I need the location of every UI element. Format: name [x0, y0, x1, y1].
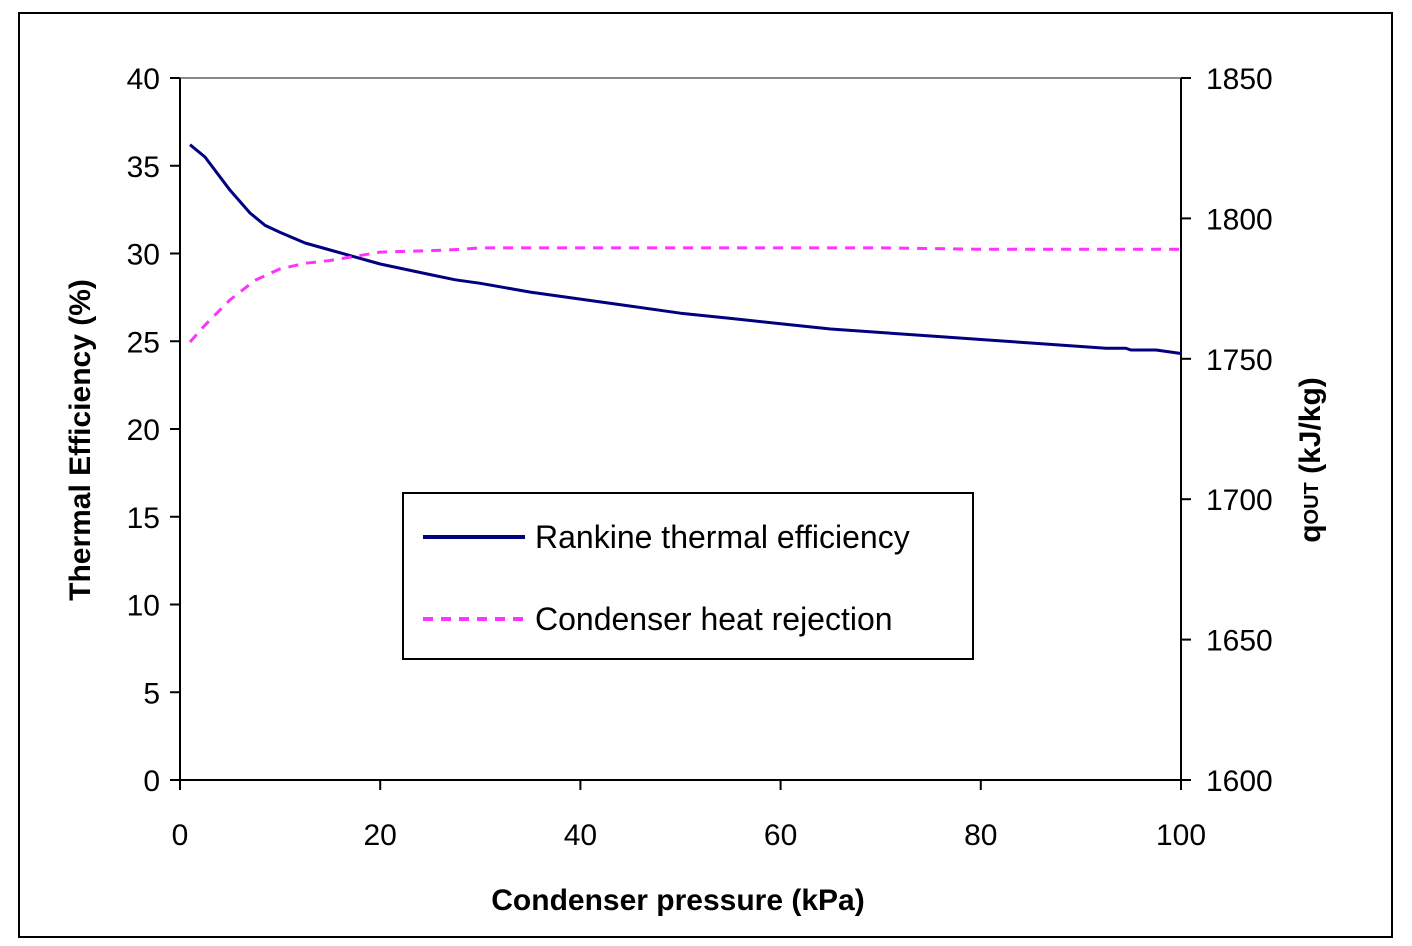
y-tick-label: 25 [127, 326, 160, 359]
y2-tick-label: 1650 [1206, 625, 1273, 658]
legend-label-condenser: Condenser heat rejection [535, 601, 893, 637]
chart-frame [18, 12, 1393, 938]
y-tick-label: 5 [143, 677, 160, 710]
y2-tick-label: 1850 [1206, 63, 1273, 96]
x-tick-label: 40 [564, 819, 597, 852]
y2-tick-label: 1750 [1206, 344, 1273, 377]
x-axis-title: Condenser pressure (kPa) [491, 884, 864, 917]
legend: Rankine thermal efficiency Condenser hea… [402, 492, 974, 660]
legend-box [402, 492, 974, 660]
y2-tick-label: 1700 [1206, 484, 1273, 517]
y2-axis-title-main: q [1294, 524, 1327, 542]
legend-label-rankine: Rankine thermal efficiency [535, 519, 910, 555]
x-tick-label: 80 [964, 819, 997, 852]
y-tick-label: 35 [127, 151, 160, 184]
x-tick-label: 60 [764, 819, 797, 852]
series-layer [188, 143, 1182, 355]
y-tick-label: 0 [143, 765, 160, 798]
y-tick-label: 15 [127, 502, 160, 535]
x-tick-label: 100 [1156, 819, 1206, 852]
x-tick-label: 0 [172, 819, 189, 852]
y-tick-label: 40 [127, 63, 160, 96]
y2-axis-title-subscript: OUT [1301, 482, 1323, 524]
y2-tick-label: 1600 [1206, 765, 1273, 798]
x-tick-label: 20 [364, 819, 397, 852]
y-tick-label: 10 [127, 590, 160, 623]
axes: 0 5 10 15 20 25 30 35 40 1600 1650 1700 1750 1800 1850… [127, 63, 1273, 852]
y2-axis-title: qOUT (kJ/kg) [1294, 377, 1327, 543]
y-tick-label: 20 [127, 414, 160, 447]
y-axis-title: Thermal Efficiency (%) [64, 279, 97, 601]
y2-axis-title-unit: (kJ/kg) [1294, 377, 1327, 482]
y-tick-label: 30 [127, 239, 160, 272]
series-line-rankine-efficiency [189, 143, 1182, 355]
y2-tick-label: 1800 [1206, 203, 1273, 236]
series-line-condenser-heat-rejection [188, 246, 1181, 343]
